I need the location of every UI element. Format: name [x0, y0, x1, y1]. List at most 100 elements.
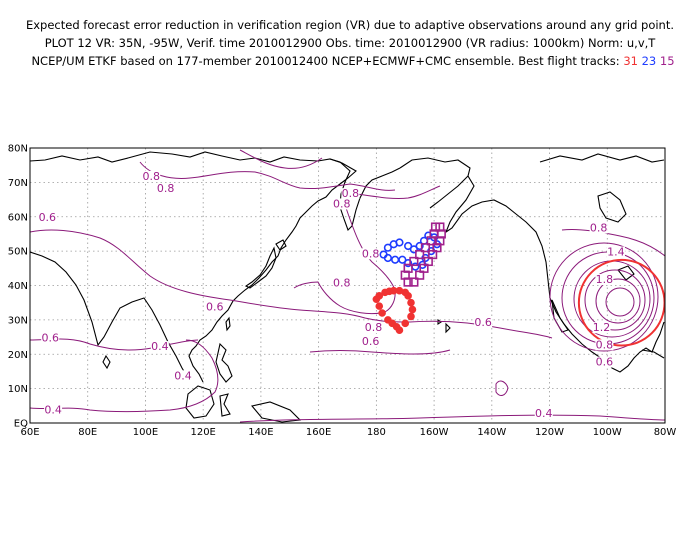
contour-0.6-south	[30, 338, 199, 351]
lat-tick-label: 10N	[8, 384, 28, 395]
lat-tick-label: 70N	[8, 178, 28, 189]
contour-label-bg	[173, 370, 192, 382]
track-point-purple	[403, 277, 413, 287]
track-point-red	[372, 295, 381, 304]
contour-max-rings	[549, 242, 659, 352]
contour-0.4-equator	[239, 414, 665, 423]
contour-label-bg	[41, 332, 60, 344]
lat-tick-label: 20N	[8, 350, 28, 361]
lon-tick-label: 60E	[20, 427, 39, 438]
track-count-red: 31	[623, 54, 638, 68]
lon-tick-label: 80E	[78, 427, 97, 438]
contour-label: 0.8	[333, 277, 351, 290]
contour-label-bg	[38, 212, 57, 224]
contour-label-bg	[595, 356, 614, 368]
header-line-3: NCEP/UM ETKF based on 177-member 2010012…	[0, 52, 700, 70]
coastline-cuba	[641, 349, 665, 359]
map-gridlines	[30, 148, 665, 423]
lon-tick-label: 140W	[477, 427, 506, 438]
lon-tick-label: 100E	[133, 427, 158, 438]
track-point-blue	[383, 253, 393, 263]
contour-label: 1.8	[596, 273, 614, 286]
contour-label-bg	[589, 222, 608, 234]
axis-tick-labels: 60E 80E 100E 120E 140E 160E 180 160W 140W 120W 100…	[8, 144, 677, 439]
contour-label: 0.8	[333, 197, 351, 210]
lon-tick-label: 120E	[190, 427, 215, 438]
contour-0.4-west	[30, 339, 219, 412]
coastline-new-guinea	[250, 401, 302, 423]
contour-label: 0.8	[365, 321, 383, 334]
contour-label: 0.4	[151, 340, 169, 353]
lon-tick-label: 180	[367, 427, 386, 438]
contour-labels: 0.80.8 0.80.80.60.80.80.60.8 0.60.60.60.40…	[38, 170, 625, 420]
coastline-hudson-bay	[597, 191, 627, 223]
contour-label-bg	[142, 170, 161, 182]
contour-label: 0.6	[206, 301, 224, 314]
track-point-blue	[395, 238, 404, 247]
flight-tracks	[372, 222, 446, 334]
contour-label: 0.8	[596, 338, 614, 351]
contour-label-bg	[606, 246, 625, 258]
header-line-3-text: NCEP/UM ETKF based on 177-member 2010012…	[31, 54, 620, 68]
track-point-purple	[415, 249, 425, 260]
track-point-purple	[409, 256, 419, 267]
header-line-2: PLOT 12 VR: 35N, -95W, Verif. time 20100…	[44, 36, 656, 50]
contour-label: 1.2	[593, 321, 611, 334]
contour-label-bg	[595, 339, 614, 351]
contour-label-bg	[150, 341, 169, 353]
contour-label-bg	[332, 277, 351, 289]
lon-tick-label: 120W	[535, 427, 564, 438]
track-point-purple	[420, 243, 431, 253]
coastline-south-asia	[30, 251, 189, 379]
track-point-red	[408, 305, 417, 314]
coastline-alaska-peninsula	[429, 175, 469, 209]
contour-label: 0.6	[41, 332, 59, 345]
contour-0.8-north-b	[239, 149, 323, 169]
track-point-blue	[391, 255, 400, 264]
contour-label: 0.8	[142, 170, 160, 183]
track-point-blue	[404, 259, 413, 268]
coastline-japan	[244, 246, 277, 289]
contour-label: 0.6	[39, 211, 57, 224]
contour-label-bg	[592, 322, 611, 334]
contour-label: 0.8	[590, 222, 608, 235]
contour-label-bg	[44, 404, 63, 416]
track-point-red	[407, 298, 415, 307]
coastline-great-lakes	[617, 265, 635, 281]
contour-label-bg	[361, 335, 380, 347]
contour-label-bg	[156, 182, 175, 194]
coastline-philippines	[215, 342, 233, 383]
coastline-kamchatka	[329, 158, 401, 231]
track-point-blue	[404, 241, 413, 251]
contour-label: 0.4	[174, 369, 192, 382]
lon-tick-label: 160W	[420, 427, 449, 438]
lon-tick-label: 160E	[306, 427, 331, 438]
track-point-red	[385, 287, 394, 296]
contour-label-bg	[474, 317, 493, 329]
contour-label-bg	[205, 301, 224, 313]
verification-region-circle	[577, 258, 665, 347]
track-point-red	[375, 302, 384, 310]
lon-tick-label: 140E	[248, 427, 273, 438]
lat-tick-label: 80N	[8, 144, 28, 155]
track-point-purple	[430, 222, 441, 232]
coastline-hokkaido	[275, 239, 287, 251]
contour-label: 0.8	[157, 182, 175, 195]
track-point-red	[395, 326, 404, 334]
lat-tick-label: 30N	[8, 315, 28, 326]
contour-0.6-west	[30, 229, 553, 339]
contour-label: 0.4	[535, 407, 553, 420]
lat-tick-label: EQ	[14, 419, 28, 430]
contour-0.4-loop	[495, 380, 509, 396]
track-count-purple: 15	[659, 54, 675, 68]
contour-label: 0.6	[362, 335, 380, 348]
coastline-taiwan	[225, 316, 231, 332]
contour-label: 0.8	[342, 187, 360, 200]
coastline-arctic-islands	[539, 153, 665, 163]
coastline-north-america	[399, 157, 665, 373]
track-point-blue	[409, 245, 418, 254]
coastline-asia	[30, 151, 357, 383]
lon-tick-label: 80W	[654, 427, 677, 438]
track-point-red	[407, 312, 415, 321]
